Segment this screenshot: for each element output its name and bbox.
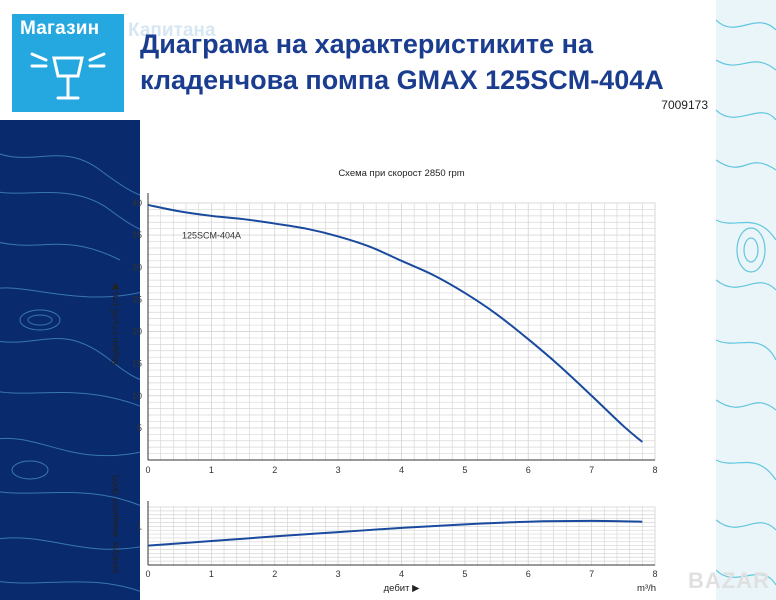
head-y-tick-label: 10 [132, 391, 142, 401]
head-x-tick-label: 0 [145, 465, 150, 475]
logo-text: Магазин [20, 18, 100, 39]
store-logo[interactable] [12, 14, 124, 112]
power-x-tick-label: 5 [462, 569, 467, 579]
power-x-tick-label: 1 [209, 569, 214, 579]
x-axis-label: дебит ▶ [384, 583, 420, 594]
head-y-tick-label: 15 [132, 359, 142, 369]
power-x-tick-label: 6 [526, 569, 531, 579]
head-x-tick-label: 3 [336, 465, 341, 475]
head-y-tick-label: 25 [132, 294, 142, 304]
x-axis-unit: m³/h [637, 583, 656, 594]
head-x-tick-label: 8 [652, 465, 657, 475]
head-chart-grid: 0 1 2 3 4 5 6 7 8 5 10 15 20 25 30 35 40 [132, 193, 658, 475]
power-x-tick-label: 8 [652, 569, 657, 579]
power-x-tick-label: 2 [272, 569, 277, 579]
power-x-tick-label: 0 [145, 569, 150, 579]
watermark: BAZAR [688, 568, 770, 593]
head-y-tick-label: 5 [137, 423, 142, 433]
head-x-tick-label: 7 [589, 465, 594, 475]
power-curve [147, 519, 643, 547]
head-y-tick-label: 35 [132, 230, 142, 240]
power-x-tick-label: 7 [589, 569, 594, 579]
head-y-tick-label: 20 [132, 327, 142, 337]
head-x-tick-label: 1 [209, 465, 214, 475]
head-x-tick-label: 6 [526, 465, 531, 475]
series-label: 125SCM-404A [182, 230, 241, 240]
head-y-axis-label: Воден стълб (m) ▶ [110, 281, 121, 365]
head-x-tick-label: 5 [462, 465, 467, 475]
power-chart-grid: 0 1 2 3 4 5 6 7 8 1 [137, 501, 658, 579]
power-y-axis-label: консум. мощност (kW) [110, 475, 121, 573]
product-code: 7009173 [661, 98, 708, 112]
power-x-tick-label: 3 [336, 569, 341, 579]
head-x-tick-label: 2 [272, 465, 277, 475]
head-y-tick-label: 40 [132, 198, 142, 208]
head-x-tick-label: 4 [399, 465, 404, 475]
page-title: Диаграма на характеристиките на кладенчо… [140, 29, 664, 95]
head-curve-125SCM-404A [147, 203, 643, 443]
right-decorative-strip [716, 0, 776, 600]
head-y-tick-label: 30 [132, 262, 142, 272]
topographic-pattern-right [716, 19, 776, 586]
chart-title: Схема при скорост 2850 rpm [338, 168, 464, 179]
sprinkler-icon [30, 52, 106, 100]
logo-ghost-text: Капитана [128, 20, 216, 41]
topographic-pattern-left [0, 153, 140, 592]
power-y-tick-label: 1 [137, 521, 142, 531]
power-x-tick-label: 4 [399, 569, 404, 579]
chart-marks [147, 203, 643, 547]
